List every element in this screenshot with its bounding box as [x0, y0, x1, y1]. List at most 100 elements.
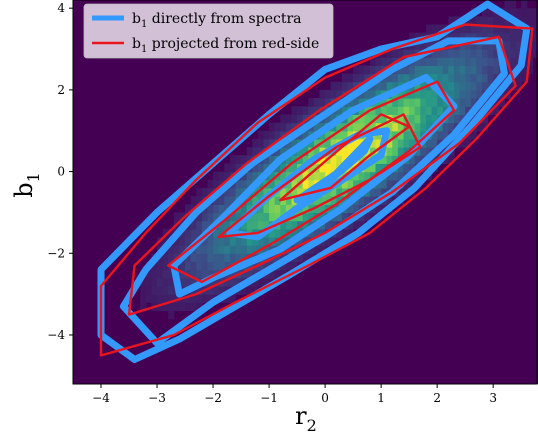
heatmap-cell — [353, 187, 360, 197]
heatmap-cell — [448, 89, 455, 99]
heatmap-cell — [252, 286, 259, 295]
heatmap-cell — [454, 98, 461, 107]
heatmap-cell — [213, 228, 220, 238]
heatmap-cell — [207, 187, 214, 197]
heatmap-cell — [162, 236, 169, 246]
heatmap-cell — [190, 253, 197, 263]
heatmap-cell — [308, 245, 315, 254]
heatmap-cell — [201, 220, 209, 230]
heatmap-cell — [482, 16, 489, 26]
heatmap-cell — [448, 73, 455, 83]
heatmap-cell — [459, 98, 466, 107]
heatmap-cell — [285, 163, 293, 173]
heatmap-cell — [347, 228, 354, 238]
heatmap-cell — [218, 196, 225, 205]
heatmap-cell — [246, 155, 253, 164]
heatmap-cell — [168, 228, 175, 238]
heatmap-cell — [476, 24, 483, 34]
heatmap-cell — [319, 163, 326, 173]
heatmap-cell — [414, 65, 421, 75]
heatmap-cell — [510, 49, 517, 58]
heatmap-cell — [185, 236, 192, 246]
heatmap-cell — [229, 236, 237, 246]
heatmap-cell — [179, 245, 186, 254]
heatmap-cell — [532, 16, 538, 26]
heatmap-cell — [252, 171, 259, 181]
heatmap-cell — [482, 65, 489, 75]
heatmap-cell — [241, 179, 248, 189]
heatmap-cell — [426, 122, 433, 132]
heatmap-cell — [162, 269, 169, 279]
heatmap-cell — [442, 73, 449, 83]
heatmap-cell — [280, 236, 287, 246]
heatmap-cell — [358, 122, 365, 132]
heatmap-cell — [330, 204, 337, 214]
heatmap-cell — [213, 245, 220, 254]
heatmap-cell — [465, 49, 472, 58]
heatmap-cell — [190, 220, 197, 230]
heatmap-cell — [442, 122, 449, 132]
heatmap-cell — [190, 196, 197, 205]
heatmap-cell — [269, 204, 276, 214]
heatmap-cell — [274, 147, 281, 156]
heatmap-cell — [341, 73, 349, 83]
heatmap-cell — [229, 269, 237, 279]
heatmap-cell — [313, 245, 321, 254]
heatmap-cell — [213, 286, 220, 295]
heatmap-cell — [319, 196, 326, 205]
heatmap-cell — [515, 49, 522, 58]
heatmap-cell — [325, 130, 332, 140]
heatmap-cell — [442, 49, 449, 58]
heatmap-cell — [437, 130, 444, 140]
heatmap-cell — [476, 49, 483, 58]
heatmap-cell — [285, 220, 293, 230]
heatmap-cell — [213, 212, 220, 222]
heatmap-cell — [224, 163, 231, 173]
heatmap-cell — [179, 269, 186, 279]
heatmap-cell — [330, 163, 337, 173]
heatmap-cell — [470, 49, 477, 58]
heatmap-cell — [482, 24, 489, 34]
heatmap-cell — [510, 0, 517, 9]
heatmap-cell — [257, 236, 265, 246]
heatmap-cell — [364, 73, 371, 83]
heatmap-cell — [454, 65, 461, 75]
heatmap-cell — [482, 122, 489, 132]
heatmap-cell — [224, 187, 231, 197]
heatmap-cell — [375, 81, 382, 91]
heatmap-cell — [353, 179, 360, 189]
heatmap-cell — [476, 32, 483, 42]
spectra-contour-4 — [226, 127, 391, 241]
heatmap-cell — [392, 130, 399, 140]
heatmap-cell — [431, 155, 438, 164]
heatmap-cell — [313, 138, 321, 148]
heatmap-cell — [381, 155, 388, 164]
heatmap-cell — [151, 277, 158, 287]
heatmap-cell — [257, 220, 265, 230]
heatmap-cell — [426, 24, 433, 34]
heatmap-cell — [420, 106, 427, 115]
heatmap-cell — [201, 236, 209, 246]
heatmap-cell — [465, 106, 472, 115]
heatmap-cell — [397, 171, 405, 181]
heatmap-cell — [409, 122, 416, 132]
heatmap-cell — [285, 114, 293, 124]
heatmap-cell — [347, 187, 354, 197]
heatmap-cell — [392, 106, 399, 115]
heatmap-cell — [196, 245, 203, 254]
heatmap-cell — [280, 171, 287, 181]
heatmap-cell — [325, 236, 332, 246]
heatmap-cell — [246, 196, 253, 205]
heatmap-cell — [201, 187, 209, 197]
heatmap-cell — [325, 114, 332, 124]
heatmap-cell — [498, 98, 505, 107]
heatmap-cell — [358, 196, 365, 205]
heatmap-cell — [241, 155, 248, 164]
heatmap-cell — [302, 155, 309, 164]
heatmap-cell — [526, 32, 533, 42]
heatmap-cell — [397, 138, 405, 148]
heatmap-cell — [157, 286, 164, 295]
heatmap-cell — [285, 204, 293, 214]
heatmap-cell — [297, 114, 304, 124]
heatmap-cell — [297, 187, 304, 197]
